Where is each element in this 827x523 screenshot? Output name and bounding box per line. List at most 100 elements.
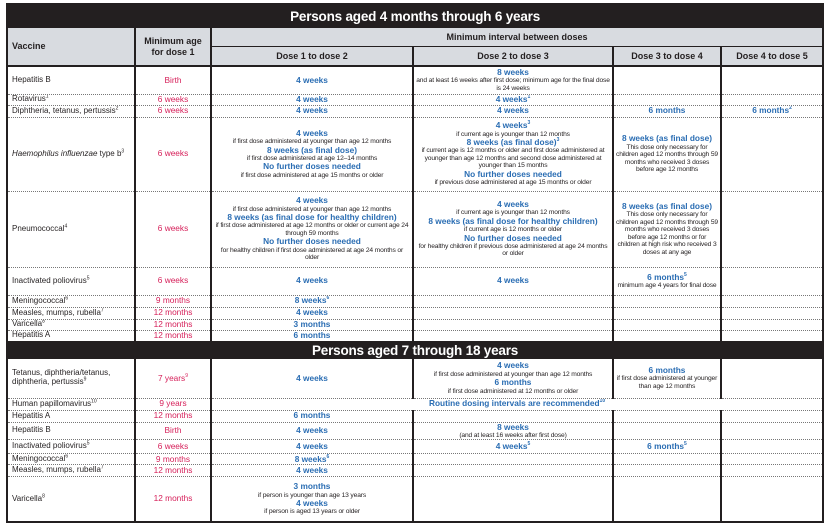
section-title: Persons aged 4 months through 6 years (5, 4, 825, 28)
table-row: Meningococcal6 9 months 8 weeks6 (6, 453, 825, 466)
table-row: Hepatitis A 12 months 6 months (6, 330, 825, 343)
vaccine-name-text: Hepatitis A (12, 330, 51, 340)
interval-text: No further doses needed (464, 168, 562, 179)
interval-cell: 6 months (612, 105, 722, 118)
interval-note: and at least 16 weeks after first dose; … (416, 77, 610, 92)
interval-cell: 4 weeks if first dose administered at you… (412, 359, 614, 399)
vaccine-name-text: Varicella (12, 319, 43, 329)
interval-cell (612, 307, 722, 320)
interval-note: (and at least 16 weeks after first dose) (416, 432, 610, 439)
interval-cell (412, 453, 614, 466)
minimum-age-text: 9 years (159, 398, 187, 409)
vaccine-name: Hepatitis A (6, 330, 136, 343)
interval-text: 8 weeks (497, 67, 529, 78)
interval-note: if first dose administered at age 15 mon… (214, 172, 410, 180)
interval-text: 3 months (293, 481, 331, 492)
interval-value: 4 weeks (214, 426, 410, 435)
interval-value: 8 weeks6 (214, 454, 410, 464)
vaccine-name: Human papillomavirus10 (6, 398, 136, 411)
interval-note: if first dose administered at younger th… (416, 371, 610, 379)
interval-text: 8 weeks (294, 295, 327, 306)
interval-note: if current age is 12 months or older (416, 226, 610, 234)
column-header-dose-3-4: Dose 3 to dose 4 (612, 46, 722, 67)
interval-text: 4 weeks (296, 498, 328, 509)
interval-cell (719, 476, 825, 523)
interval-cell: 8 weeks (as final dose) This dose only ne… (612, 191, 722, 268)
interval-cell: Routine dosing intervals are recommended… (209, 398, 825, 411)
interval-value: 8 weeks (416, 422, 610, 432)
interval-cell (412, 464, 614, 478)
interval-text: if current age is younger than 12 months (456, 130, 570, 138)
footnote-ref: 8 (42, 319, 45, 325)
minimum-age: 6 weeks (134, 191, 212, 268)
minimum-age: 12 months (134, 330, 212, 343)
minimum-age-text: 9 months (155, 453, 191, 464)
footnote-ref: 2 (115, 105, 119, 111)
interval-value: 4 weeks (214, 441, 410, 451)
minimum-age: 9 months (134, 453, 212, 466)
interval-cell (719, 319, 825, 331)
interval-value: 4 weeks (214, 465, 410, 475)
interval-value: 4 weeks (214, 128, 410, 138)
footnote-ref: 6 (65, 295, 69, 301)
table-row: Tetanus, diphtheria/tetanus, diphtheria,… (6, 359, 825, 399)
minimum-age: 12 months (134, 476, 212, 523)
vaccine-name-text: Inactivated poliovirus (12, 441, 87, 451)
table-row: Inactivated poliovirus5 6 weeks 4 weeks 4 w… (6, 267, 825, 296)
interval-text: This dose only necessary for children ag… (616, 211, 718, 256)
interval-text: No further doses needed (263, 161, 361, 172)
footnote-ref: 5 (684, 441, 687, 448)
interval-value: 4 weeks (214, 196, 410, 205)
interval-value: 4 weeks5 (416, 441, 610, 451)
interval-text: for healthy children if first dose admin… (220, 246, 404, 262)
interval-value: 4 weeks (416, 106, 610, 115)
interval-cell: 8 weeks and at least 16 weeks after first… (412, 66, 614, 95)
table-row: Measles, mumps, rubella7 12 months 4 weeks (6, 307, 825, 320)
interval-text: if first dose administered at younger th… (433, 370, 593, 378)
column-header-dose-1-2: Dose 1 to dose 2 (210, 46, 414, 67)
interval-cell (719, 439, 825, 455)
vaccine-name-text: Human papillomavirus (12, 398, 92, 408)
vaccine-name: Inactivated poliovirus5 (6, 439, 136, 455)
footnote-ref: 4 (64, 222, 68, 229)
interval-value: 8 weeks (as final dose for healthy child… (416, 216, 610, 226)
interval-note: This dose only necessary for children ag… (616, 211, 718, 256)
footnote-ref: 6 (65, 453, 69, 460)
interval-cell (719, 191, 825, 268)
interval-cell: 4 weeks (210, 66, 414, 95)
interval-note: if first dose administered at age 12 mon… (214, 222, 410, 237)
minimum-age: 6 weeks (134, 105, 212, 118)
interval-value: 6 months (214, 411, 410, 420)
interval-cell (412, 476, 614, 523)
footnote-ref: 1 (45, 94, 49, 100)
footnote-ref: 3 (121, 147, 125, 154)
interval-cell: 6 months (210, 330, 414, 343)
minimum-age: 6 weeks (134, 94, 212, 106)
interval-note: if first dose administered at younger th… (616, 375, 718, 390)
interval-text: 6 months (293, 330, 331, 341)
catch-up-schedule-table: Persons aged 4 months through 6 years Va… (5, 3, 825, 523)
vaccine-name: Diphtheria, tetanus, pertussis2 (6, 105, 136, 118)
minimum-age-text: 6 weeks (157, 275, 189, 286)
interval-cell: 4 weeks (210, 439, 414, 455)
interval-text: This dose only necessary for children ag… (616, 143, 718, 174)
minimum-age-text: 6 weeks (157, 148, 189, 159)
interval-value: 4 weeks (214, 373, 410, 383)
footnote-ref: 2 (789, 105, 792, 112)
interval-note: if first dose administered at younger th… (214, 138, 410, 146)
interval-cell: 3 months if person is younger than age 13… (210, 476, 414, 523)
interval-value: 8 weeks (as final dose)3 (416, 137, 610, 147)
vaccine-name: Rotavirus1 (6, 94, 136, 106)
table-row: Hepatitis A 12 months 6 months (6, 410, 825, 423)
minimum-age: 9 years (134, 398, 212, 411)
section-title-row: Persons aged 7 through 18 years (5, 342, 825, 359)
footnote-ref: 3 (527, 120, 531, 127)
interval-cell: 4 weeks3 if current age is younger than 1… (412, 117, 614, 192)
interval-cell: 8 weeks (and at least 16 weeks after firs… (412, 422, 614, 441)
vaccine-name: Meningococcal6 (6, 453, 136, 466)
table-row: Varicella8 12 months 3 months if person is … (6, 476, 825, 523)
interval-text: No further doses needed (464, 232, 562, 243)
column-header-interval: Minimum interval between doses (209, 28, 825, 47)
interval-value: 8 weeks (as final dose for healthy child… (214, 212, 410, 222)
vaccine-name-text: Meningococcal (12, 453, 66, 463)
